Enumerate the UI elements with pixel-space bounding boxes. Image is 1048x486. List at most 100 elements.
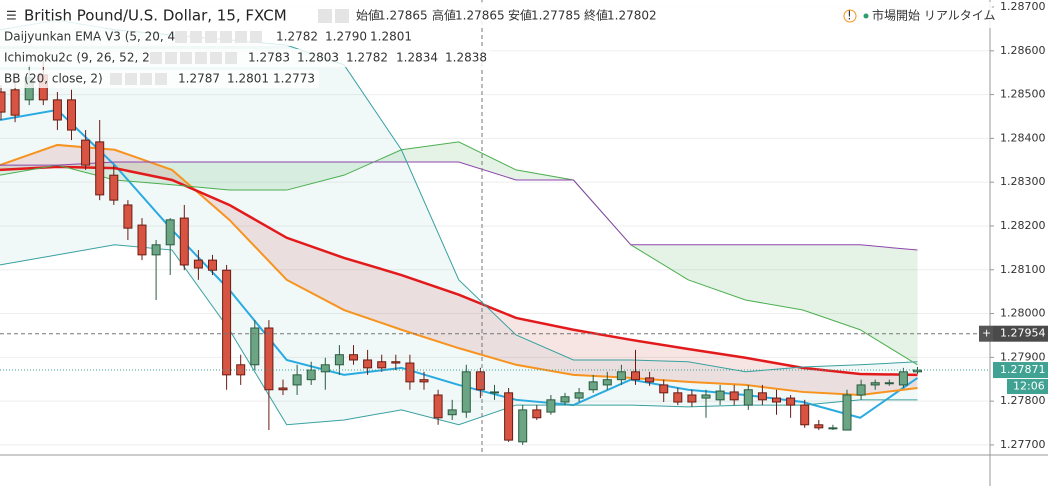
candle-body — [743, 389, 753, 406]
ohlc-value: 1.27785 — [531, 9, 581, 23]
candle-body — [320, 364, 330, 373]
ohlc-label: 高値 — [432, 8, 456, 23]
candle-body — [208, 259, 217, 271]
indicator-icon[interactable] — [210, 52, 222, 64]
indicator-reading: 1.2834 — [396, 51, 438, 65]
candle-body — [913, 369, 922, 373]
indicator-icon[interactable] — [220, 31, 232, 43]
indicator-line — [0, 141, 918, 366]
candle-body — [222, 269, 232, 376]
indicator-reading: 1.2787 — [178, 72, 220, 86]
y-tick-label: 1.28000 — [1000, 307, 1046, 320]
indicator-icon[interactable] — [155, 73, 167, 85]
indicator-line — [0, 143, 918, 397]
candle-body — [588, 381, 598, 391]
candle-body — [757, 392, 767, 401]
indicator-icon[interactable] — [125, 73, 137, 85]
eye-icon[interactable] — [318, 9, 332, 23]
ohlc-value: 1.27865 — [455, 9, 505, 23]
indicator-reading: 1.2801 — [227, 72, 269, 86]
crosshair-price-tag — [993, 325, 1048, 342]
candle-body — [250, 327, 260, 366]
candle-body — [715, 390, 725, 401]
candle-body — [856, 384, 866, 396]
candle-body — [52, 99, 62, 121]
indicator-reading: 1.2838 — [445, 51, 487, 65]
y-tick-label: 1.28100 — [1000, 263, 1046, 276]
candle-body — [870, 382, 880, 386]
settings-icon[interactable] — [335, 9, 349, 23]
indicator-icon[interactable] — [225, 52, 237, 64]
candle-body — [67, 99, 76, 131]
menu-icon[interactable]: ☰ — [6, 9, 17, 23]
indicator-icon[interactable] — [195, 52, 207, 64]
candle-body — [814, 424, 824, 429]
band-fill — [0, 144, 918, 396]
y-tick-label: 1.28300 — [1000, 175, 1046, 188]
indicator-icon[interactable] — [150, 52, 162, 64]
ohlc-label: 安値 — [508, 8, 532, 23]
candles — [0, 59, 922, 445]
indicator-icon[interactable] — [205, 31, 217, 43]
ohlc-label: 終値 — [584, 8, 608, 23]
candle-body — [292, 374, 302, 386]
crosshair-plus[interactable] — [979, 325, 993, 342]
indicator-reading: 1.2803 — [297, 51, 339, 65]
price-axis: 1.28700 1.28600 1.28500 1.28400 1.28300 1.282… — [990, 0, 1046, 451]
candle-body — [602, 379, 612, 386]
indicator-line — [0, 161, 918, 251]
candle-body — [363, 359, 373, 369]
candle-body — [518, 409, 528, 443]
candle-body — [800, 404, 810, 426]
candle-body — [264, 327, 274, 391]
candle-body — [504, 392, 514, 441]
indicator-reading: 1.2783 — [248, 51, 290, 65]
y-tick-label: 1.28600 — [1000, 44, 1046, 57]
legend: ☰ British Pound/U.S. Dollar, 15, FXCM ! … — [0, 2, 995, 88]
indicator-reading: 1.2782 — [276, 30, 318, 44]
candle-body — [334, 354, 344, 366]
candle-body — [95, 141, 105, 196]
countdown-tag — [1007, 379, 1048, 395]
candle-body — [645, 377, 655, 383]
y-tick-label: 1.27700 — [1000, 438, 1046, 451]
last-price-tag — [993, 362, 1048, 379]
candle-body — [10, 89, 20, 116]
indicator-icon[interactable] — [175, 31, 187, 43]
indicator-icon[interactable] — [165, 52, 177, 64]
legend-bg — [0, 49, 491, 67]
indicator-icon[interactable] — [140, 73, 152, 85]
candle-body — [546, 399, 556, 413]
last-price: 1.27871 — [1000, 363, 1046, 376]
candle-body — [165, 219, 175, 246]
candle-body — [447, 409, 457, 416]
crosshair-price: 1.27954 — [1000, 327, 1046, 340]
band-fill — [0, 141, 918, 365]
indicator-reading: 1.2782 — [346, 51, 388, 65]
grid — [0, 6, 990, 446]
indicator-reading: 1.2773 — [273, 72, 315, 86]
candle-body — [884, 382, 894, 385]
ohlc-label: 始値 — [356, 8, 380, 23]
indicator-icon[interactable] — [235, 31, 247, 43]
indicator-icon[interactable] — [180, 52, 192, 64]
indicator-icon[interactable] — [110, 73, 122, 85]
y-tick-label: 1.28400 — [1000, 131, 1046, 144]
status-dot — [863, 13, 869, 19]
y-tick-label: 1.27900 — [1000, 350, 1046, 363]
candle-body — [687, 394, 697, 403]
candle-body — [616, 371, 626, 381]
indicator-icon[interactable] — [250, 31, 262, 43]
candle-body — [461, 371, 471, 413]
candle-body — [786, 397, 796, 406]
candle-body — [419, 379, 429, 383]
indicator-line — [0, 165, 918, 377]
y-tick-label: 1.28200 — [1000, 219, 1046, 232]
y-tick-label: 1.28700 — [1000, 0, 1046, 13]
y-tick-label: 1.27800 — [1000, 394, 1046, 407]
candle-body — [137, 224, 147, 256]
candle-body — [532, 409, 542, 419]
indicator-icon[interactable] — [190, 31, 202, 43]
candle-body — [729, 391, 739, 401]
candle-body — [179, 217, 189, 266]
